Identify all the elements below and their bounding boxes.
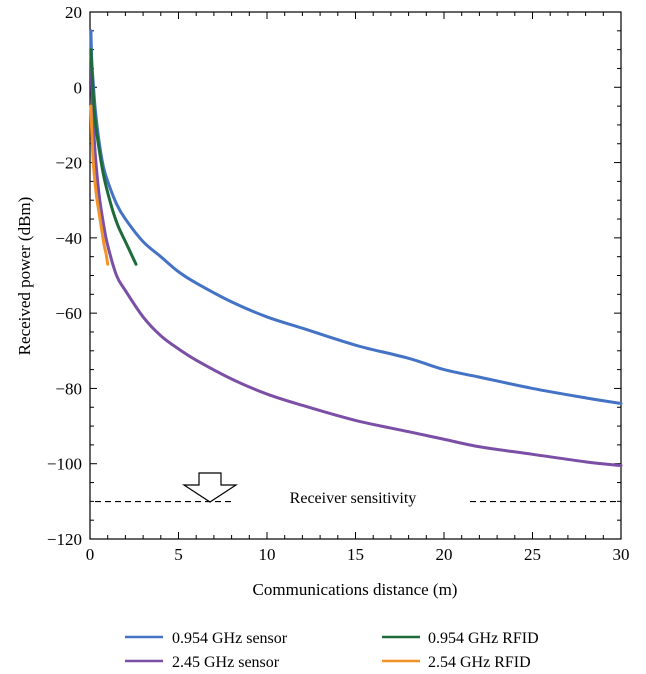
legend: 0.954 GHz sensor 2.45 GHz sensor 0.954 G… (125, 630, 539, 671)
y-tick-label: 0 (74, 78, 83, 97)
x-tick-labels: 0 5 10 15 20 25 30 (86, 545, 630, 564)
sensitivity-annotation: Receiver sensitivity (290, 490, 417, 507)
legend-label-0954-rfid: 0.954 GHz RFID (428, 630, 539, 647)
series-line-0-954-ghz-sensor (89, 29, 623, 405)
series-line-2-45-ghz-sensor (89, 29, 623, 468)
y-tick-label: −20 (55, 154, 82, 173)
y-tick-label: −60 (55, 304, 82, 323)
x-tick-label: 30 (613, 545, 630, 564)
plot-frame (89, 11, 622, 540)
y-tick-label: 20 (65, 3, 82, 22)
y-tick-label: −120 (47, 530, 82, 549)
series-line-0-954-ghz-rfid (89, 48, 138, 266)
x-tick-label: 25 (524, 545, 541, 564)
y-tick-labels: 20 0 −20 −40 −60 −80 −100 −120 (47, 3, 82, 549)
x-tick-label: 15 (347, 545, 364, 564)
x-tick-label: 5 (174, 545, 183, 564)
x-tick-label: 20 (436, 545, 453, 564)
series-group (89, 29, 623, 468)
series-line-2-54-ghz-rfid (89, 104, 110, 266)
legend-label-254-rfid: 2.54 GHz RFID (428, 654, 531, 671)
down-arrow-icon (181, 472, 239, 503)
axis-ticks (89, 11, 622, 540)
x-axis-title: Communications distance (m) (253, 580, 458, 599)
y-axis-title: Received power (dBm) (15, 197, 34, 356)
y-tick-label: −100 (47, 455, 82, 474)
x-tick-label: 0 (86, 545, 95, 564)
y-tick-label: −40 (55, 229, 82, 248)
x-tick-label: 10 (259, 545, 276, 564)
y-tick-label: −80 (55, 379, 82, 398)
legend-label-245-sensor: 2.45 GHz sensor (172, 654, 280, 671)
legend-label-0954-sensor: 0.954 GHz sensor (172, 630, 288, 647)
